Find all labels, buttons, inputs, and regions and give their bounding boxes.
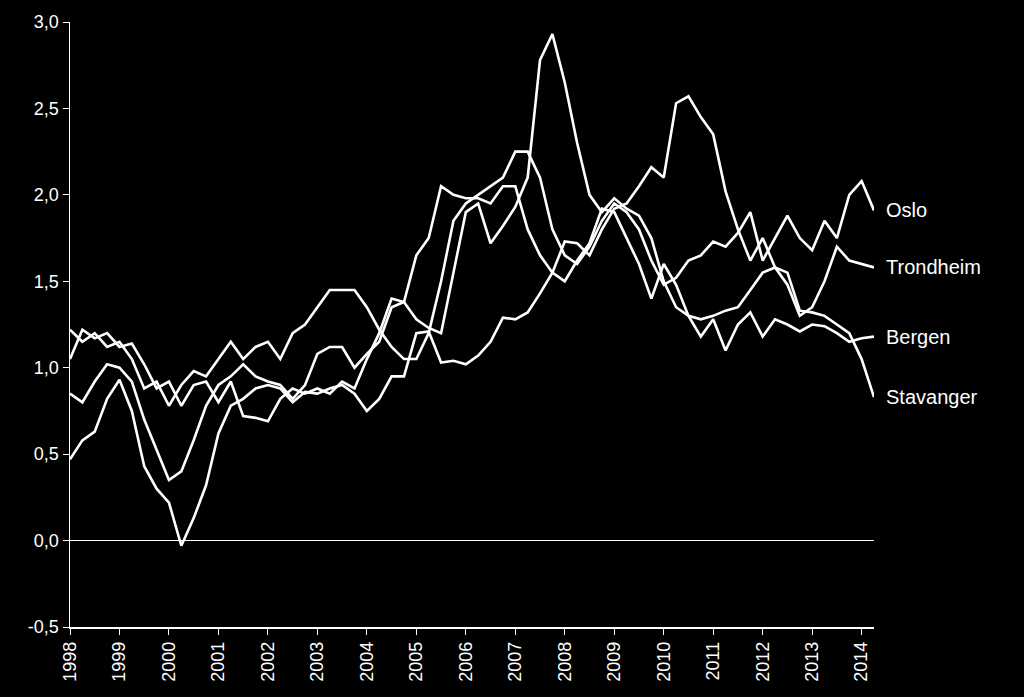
svg-text:1999: 1999 [109, 642, 129, 682]
svg-text:2,5: 2,5 [34, 99, 59, 119]
svg-text:2014: 2014 [851, 642, 871, 682]
svg-text:3,0: 3,0 [34, 12, 59, 32]
svg-text:0,0: 0,0 [34, 531, 59, 551]
svg-text:2012: 2012 [753, 642, 773, 682]
svg-text:2005: 2005 [406, 642, 426, 682]
svg-text:2013: 2013 [802, 642, 822, 682]
svg-text:2001: 2001 [208, 642, 228, 682]
svg-text:2006: 2006 [456, 642, 476, 682]
svg-text:0,5: 0,5 [34, 444, 59, 464]
svg-text:2007: 2007 [505, 642, 525, 682]
svg-text:2008: 2008 [555, 642, 575, 682]
svg-text:2011: 2011 [703, 642, 723, 681]
svg-text:2010: 2010 [654, 642, 674, 682]
svg-text:1,0: 1,0 [34, 358, 59, 378]
svg-text:2002: 2002 [258, 642, 278, 682]
svg-text:2003: 2003 [307, 642, 327, 682]
svg-text:-0,5: -0,5 [28, 617, 59, 637]
svg-text:2000: 2000 [159, 642, 179, 682]
svg-text:Bergen: Bergen [886, 326, 951, 348]
svg-text:Oslo: Oslo [886, 199, 927, 221]
svg-text:2,0: 2,0 [34, 185, 59, 205]
svg-text:2004: 2004 [357, 642, 377, 682]
svg-text:Stavanger: Stavanger [886, 386, 978, 408]
svg-text:Trondheim: Trondheim [886, 256, 981, 278]
svg-text:1,5: 1,5 [34, 272, 59, 292]
svg-text:1998: 1998 [60, 642, 80, 682]
svg-text:2009: 2009 [604, 642, 624, 682]
